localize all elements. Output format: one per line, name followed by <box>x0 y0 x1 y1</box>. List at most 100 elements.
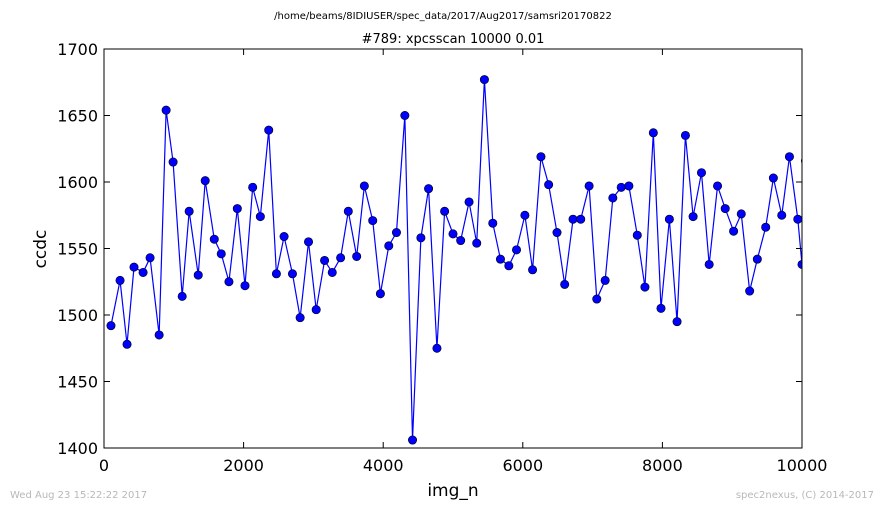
data-point <box>184 206 194 216</box>
data-point <box>576 214 586 224</box>
data-point <box>736 209 746 219</box>
x-tick-label: 10000 <box>777 456 828 475</box>
data-point <box>784 152 794 162</box>
data-point <box>343 206 353 216</box>
data-point <box>640 282 650 292</box>
x-tick-label: 8000 <box>642 456 683 475</box>
data-point <box>138 267 148 277</box>
data-point <box>122 339 132 349</box>
x-tick-label: 2000 <box>223 456 264 475</box>
data-point <box>287 269 297 279</box>
data-point <box>320 255 330 265</box>
data-point <box>424 184 434 194</box>
data-point <box>255 212 265 222</box>
data-point <box>800 157 802 164</box>
data-point <box>656 303 666 313</box>
data-point <box>600 275 610 285</box>
data-point <box>432 343 442 353</box>
data-point <box>793 214 802 224</box>
y-tick-label: 1650 <box>57 107 98 126</box>
x-tick-label: 4000 <box>363 456 404 475</box>
data-point <box>479 75 489 85</box>
data-point <box>145 253 155 263</box>
data-point <box>200 176 210 186</box>
plot-area <box>104 49 802 448</box>
data-point <box>552 228 562 238</box>
data-point <box>248 182 258 192</box>
tick-layer: 0 2000 4000 6000 8000 10000 1400 1450 1500 1550 16… <box>57 40 827 475</box>
data-point <box>752 254 762 264</box>
data-point <box>224 277 234 287</box>
data-point <box>464 197 474 207</box>
data-point <box>632 230 642 240</box>
data-point <box>512 245 522 255</box>
data-point <box>311 305 321 315</box>
data-point <box>696 168 706 178</box>
data-point <box>713 181 723 191</box>
data-point <box>279 232 289 242</box>
data-point <box>544 180 554 190</box>
data-point <box>375 289 385 299</box>
data-point <box>745 286 755 296</box>
footer-timestamp: Wed Aug 23 15:22:22 2017 <box>10 490 147 501</box>
y-tick-label: 1550 <box>57 240 98 259</box>
data-path-header: /home/beams/8IDIUSER/spec_data/2017/Aug2… <box>274 11 612 22</box>
data-point <box>440 206 450 216</box>
chart-title: #789: xpcsscan 10000 0.01 <box>362 32 545 47</box>
x-tick-label: 6000 <box>502 456 543 475</box>
data-point <box>528 265 538 275</box>
data-point <box>520 210 530 220</box>
data-point <box>161 105 171 115</box>
data-point <box>592 294 602 304</box>
series-layer <box>106 75 802 445</box>
data-point <box>154 330 164 340</box>
data-point <box>456 236 466 246</box>
data-point <box>232 204 242 214</box>
series-clip-group <box>106 75 802 445</box>
data-point <box>495 254 505 264</box>
data-point <box>264 125 274 135</box>
data-point <box>704 259 714 269</box>
data-point <box>688 212 698 222</box>
data-point <box>584 181 594 191</box>
data-point <box>488 218 498 228</box>
y-tick-label: 1600 <box>57 173 98 192</box>
data-point <box>560 279 570 289</box>
data-point <box>295 313 305 323</box>
data-point <box>384 241 394 251</box>
data-point <box>680 130 690 140</box>
data-point <box>368 216 378 226</box>
data-point <box>327 267 337 277</box>
data-point <box>216 249 226 259</box>
footer-credit: spec2nexus, (C) 2014-2017 <box>736 490 874 501</box>
data-point <box>536 152 546 162</box>
data-point <box>168 157 178 167</box>
data-point <box>448 229 458 239</box>
data-point <box>761 222 771 232</box>
data-point <box>504 261 514 271</box>
data-point <box>352 251 362 261</box>
data-point <box>416 233 426 243</box>
x-tick-label: 0 <box>99 456 109 475</box>
data-point <box>720 204 730 214</box>
data-point <box>664 214 674 224</box>
data-point <box>729 226 739 236</box>
data-point <box>177 291 187 301</box>
y-tick-label: 1400 <box>57 439 98 458</box>
data-point <box>400 111 410 121</box>
data-point <box>209 234 219 244</box>
y-tick-label: 1700 <box>57 40 98 59</box>
data-point <box>271 269 281 279</box>
data-point <box>768 173 778 183</box>
data-point <box>672 317 682 327</box>
data-point <box>359 181 369 191</box>
plot-frame <box>103 48 803 449</box>
data-point <box>129 262 139 272</box>
data-point <box>240 281 250 291</box>
data-point <box>193 270 203 280</box>
data-point <box>568 214 578 224</box>
data-point <box>624 181 634 191</box>
data-point <box>608 193 618 203</box>
y-tick-label: 1500 <box>57 306 98 325</box>
